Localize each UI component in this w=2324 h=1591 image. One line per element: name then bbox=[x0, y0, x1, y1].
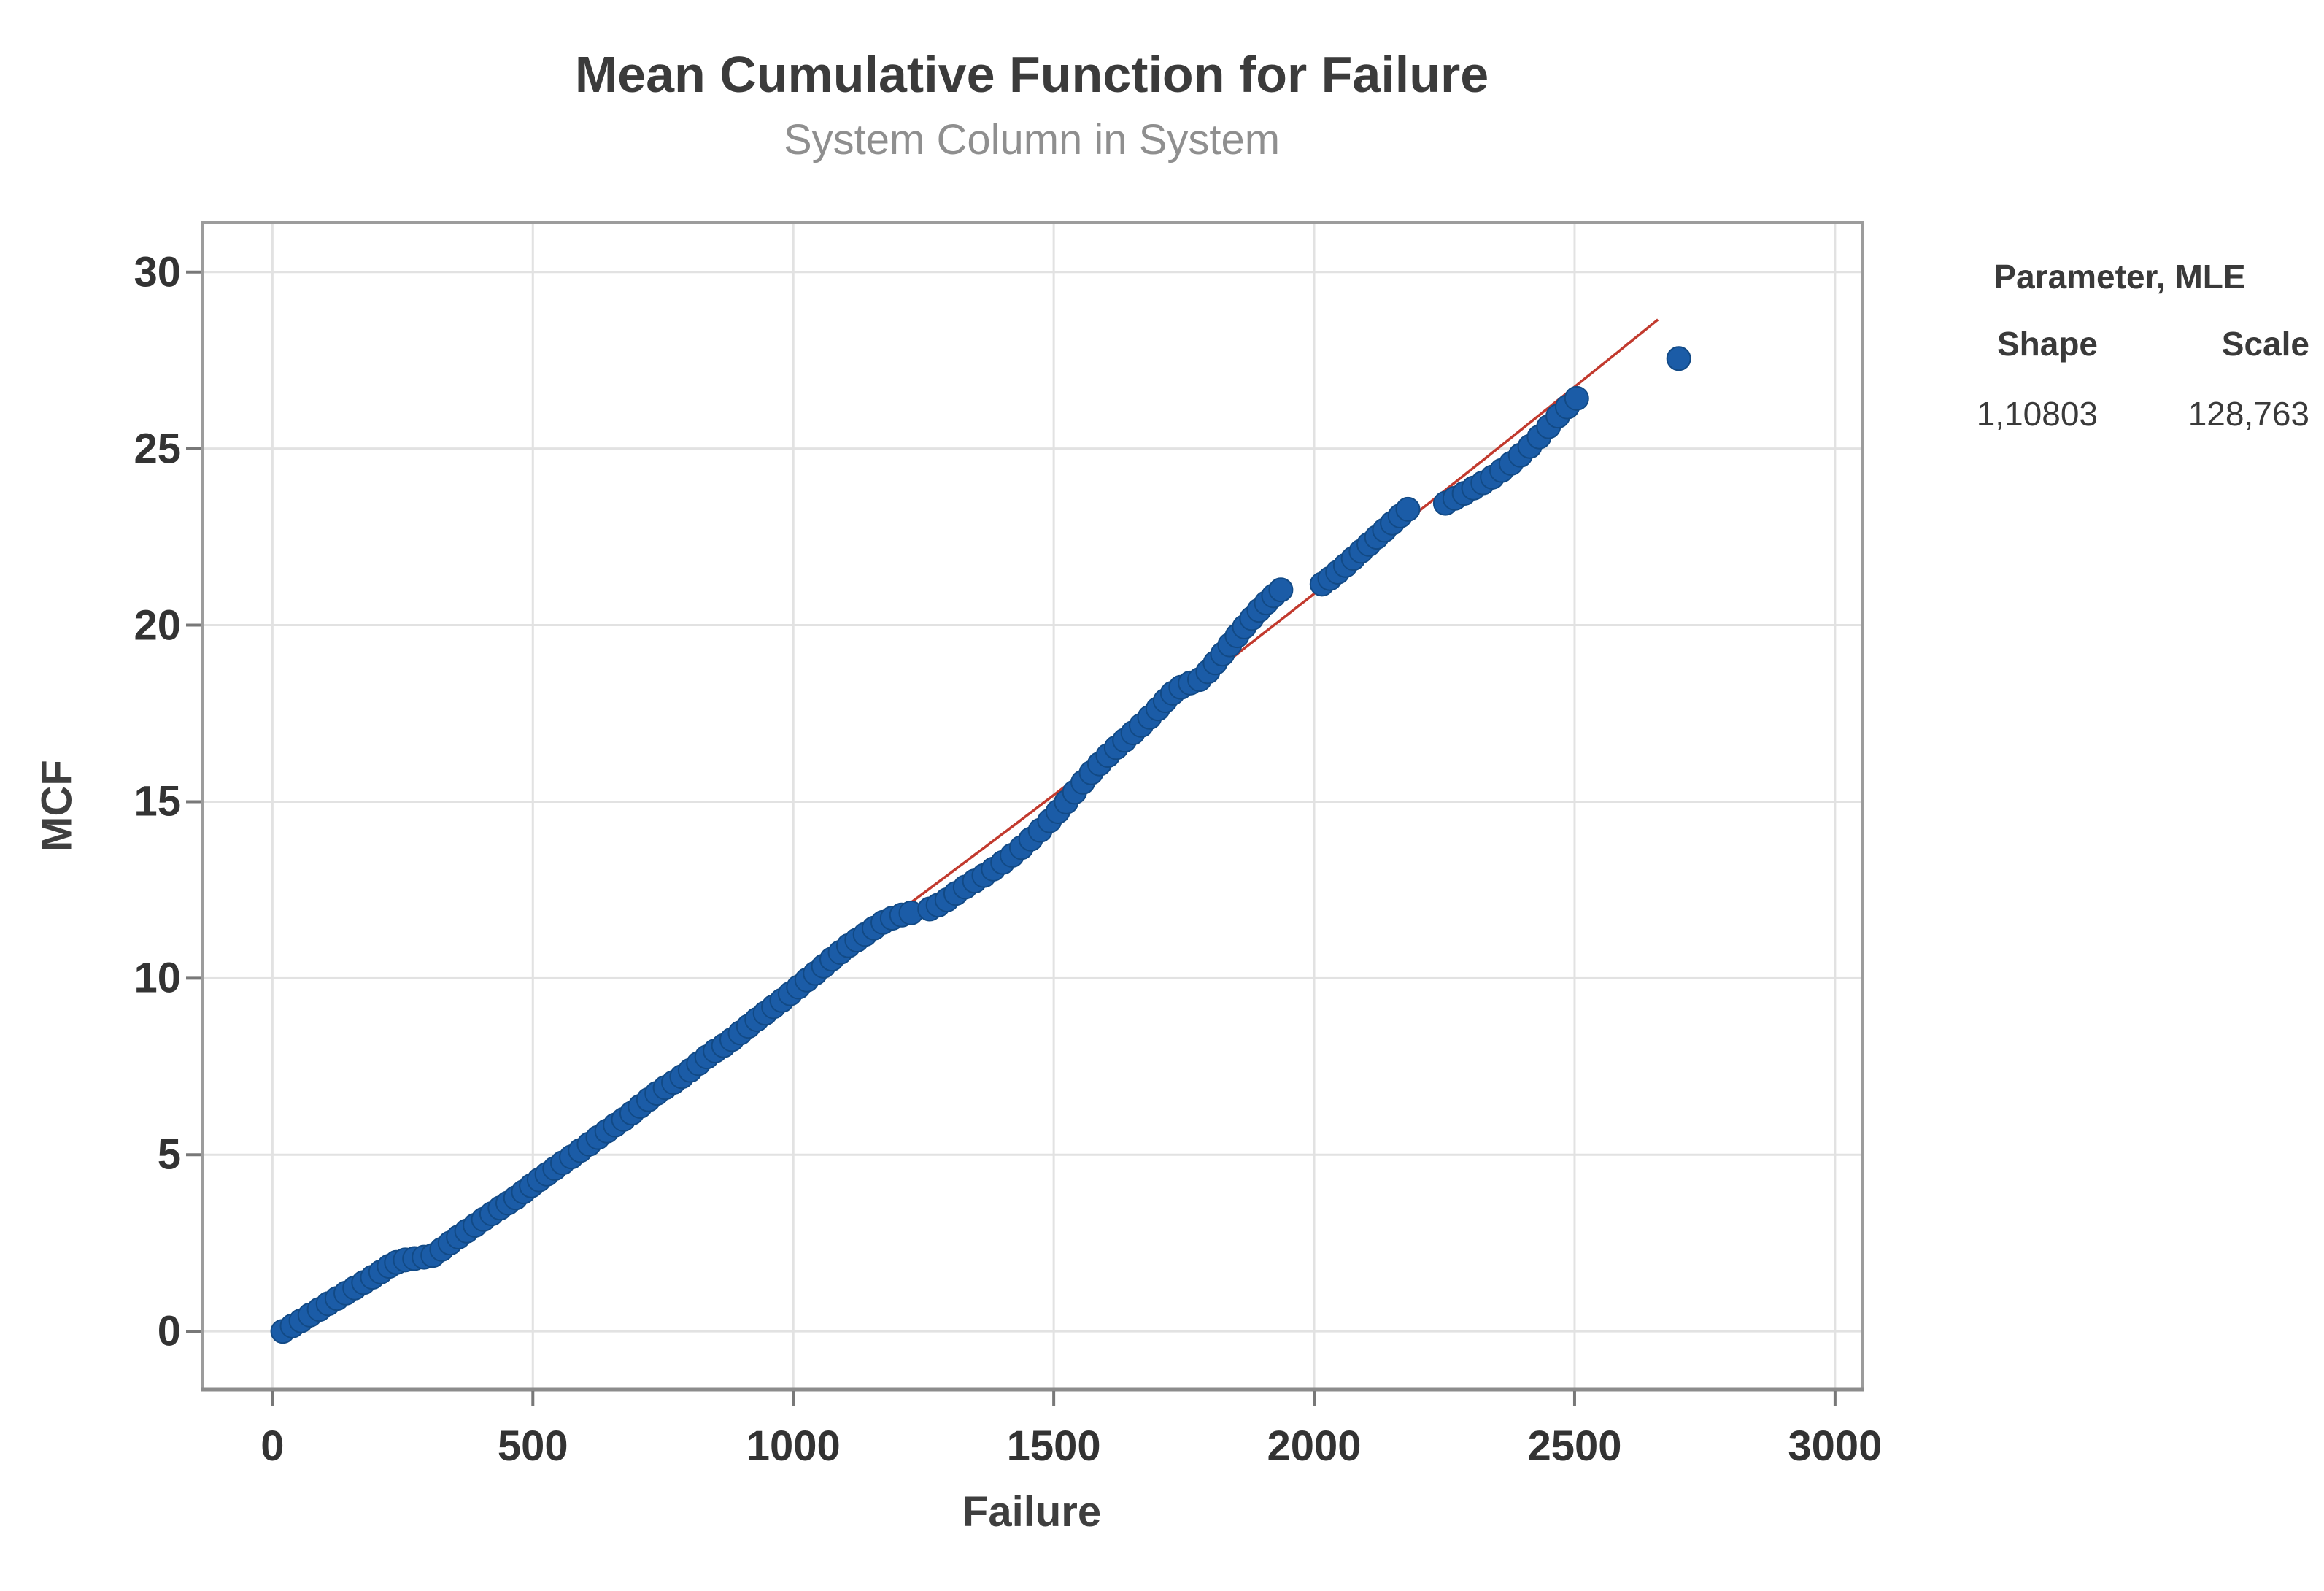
y-tick-label: 15 bbox=[134, 777, 181, 825]
y-tick-label: 0 bbox=[157, 1307, 181, 1355]
mcf-data-point bbox=[1666, 346, 1691, 371]
y-tick-label: 10 bbox=[134, 954, 181, 1002]
legend-value-shape: 1,10803 bbox=[1976, 395, 2098, 433]
chart-subtitle: System Column in System bbox=[783, 116, 1281, 163]
x-tick-label: 1000 bbox=[746, 1422, 841, 1470]
legend-value-scale: 128,763 bbox=[2188, 395, 2309, 433]
x-tick-label: 0 bbox=[260, 1422, 285, 1470]
legend-col-shape: Shape bbox=[1996, 325, 2098, 363]
y-tick-label: 5 bbox=[157, 1130, 181, 1179]
mcf-data-point bbox=[1564, 385, 1589, 411]
y-tick-label: 20 bbox=[134, 601, 181, 650]
mcf-data-point bbox=[1395, 496, 1421, 522]
legend-header: Parameter, MLE bbox=[1993, 258, 2246, 296]
x-axis-title: Failure bbox=[962, 1488, 1102, 1536]
y-tick-label: 30 bbox=[134, 248, 181, 296]
x-tick-label: 2000 bbox=[1267, 1422, 1362, 1470]
x-tick-label: 2500 bbox=[1527, 1422, 1622, 1470]
mcf-data-point bbox=[1268, 577, 1294, 603]
y-tick-label: 25 bbox=[134, 425, 181, 473]
x-tick-label: 3000 bbox=[1788, 1422, 1883, 1470]
legend-columns-row: Shape Scale bbox=[1930, 324, 2309, 363]
parameter-legend: Parameter, MLE Shape Scale 1,10803 128,7… bbox=[1930, 257, 2309, 434]
legend-values-row: 1,10803 128,763 bbox=[1930, 394, 2309, 434]
legend-col-scale: Scale bbox=[2221, 325, 2309, 363]
x-tick-label: 1500 bbox=[1006, 1422, 1101, 1470]
y-axis-title: MCF bbox=[33, 760, 81, 852]
plot-frame bbox=[201, 221, 1864, 1391]
chart-title: Mean Cumulative Function for Failure bbox=[574, 46, 1489, 103]
x-tick-label: 500 bbox=[497, 1422, 568, 1470]
